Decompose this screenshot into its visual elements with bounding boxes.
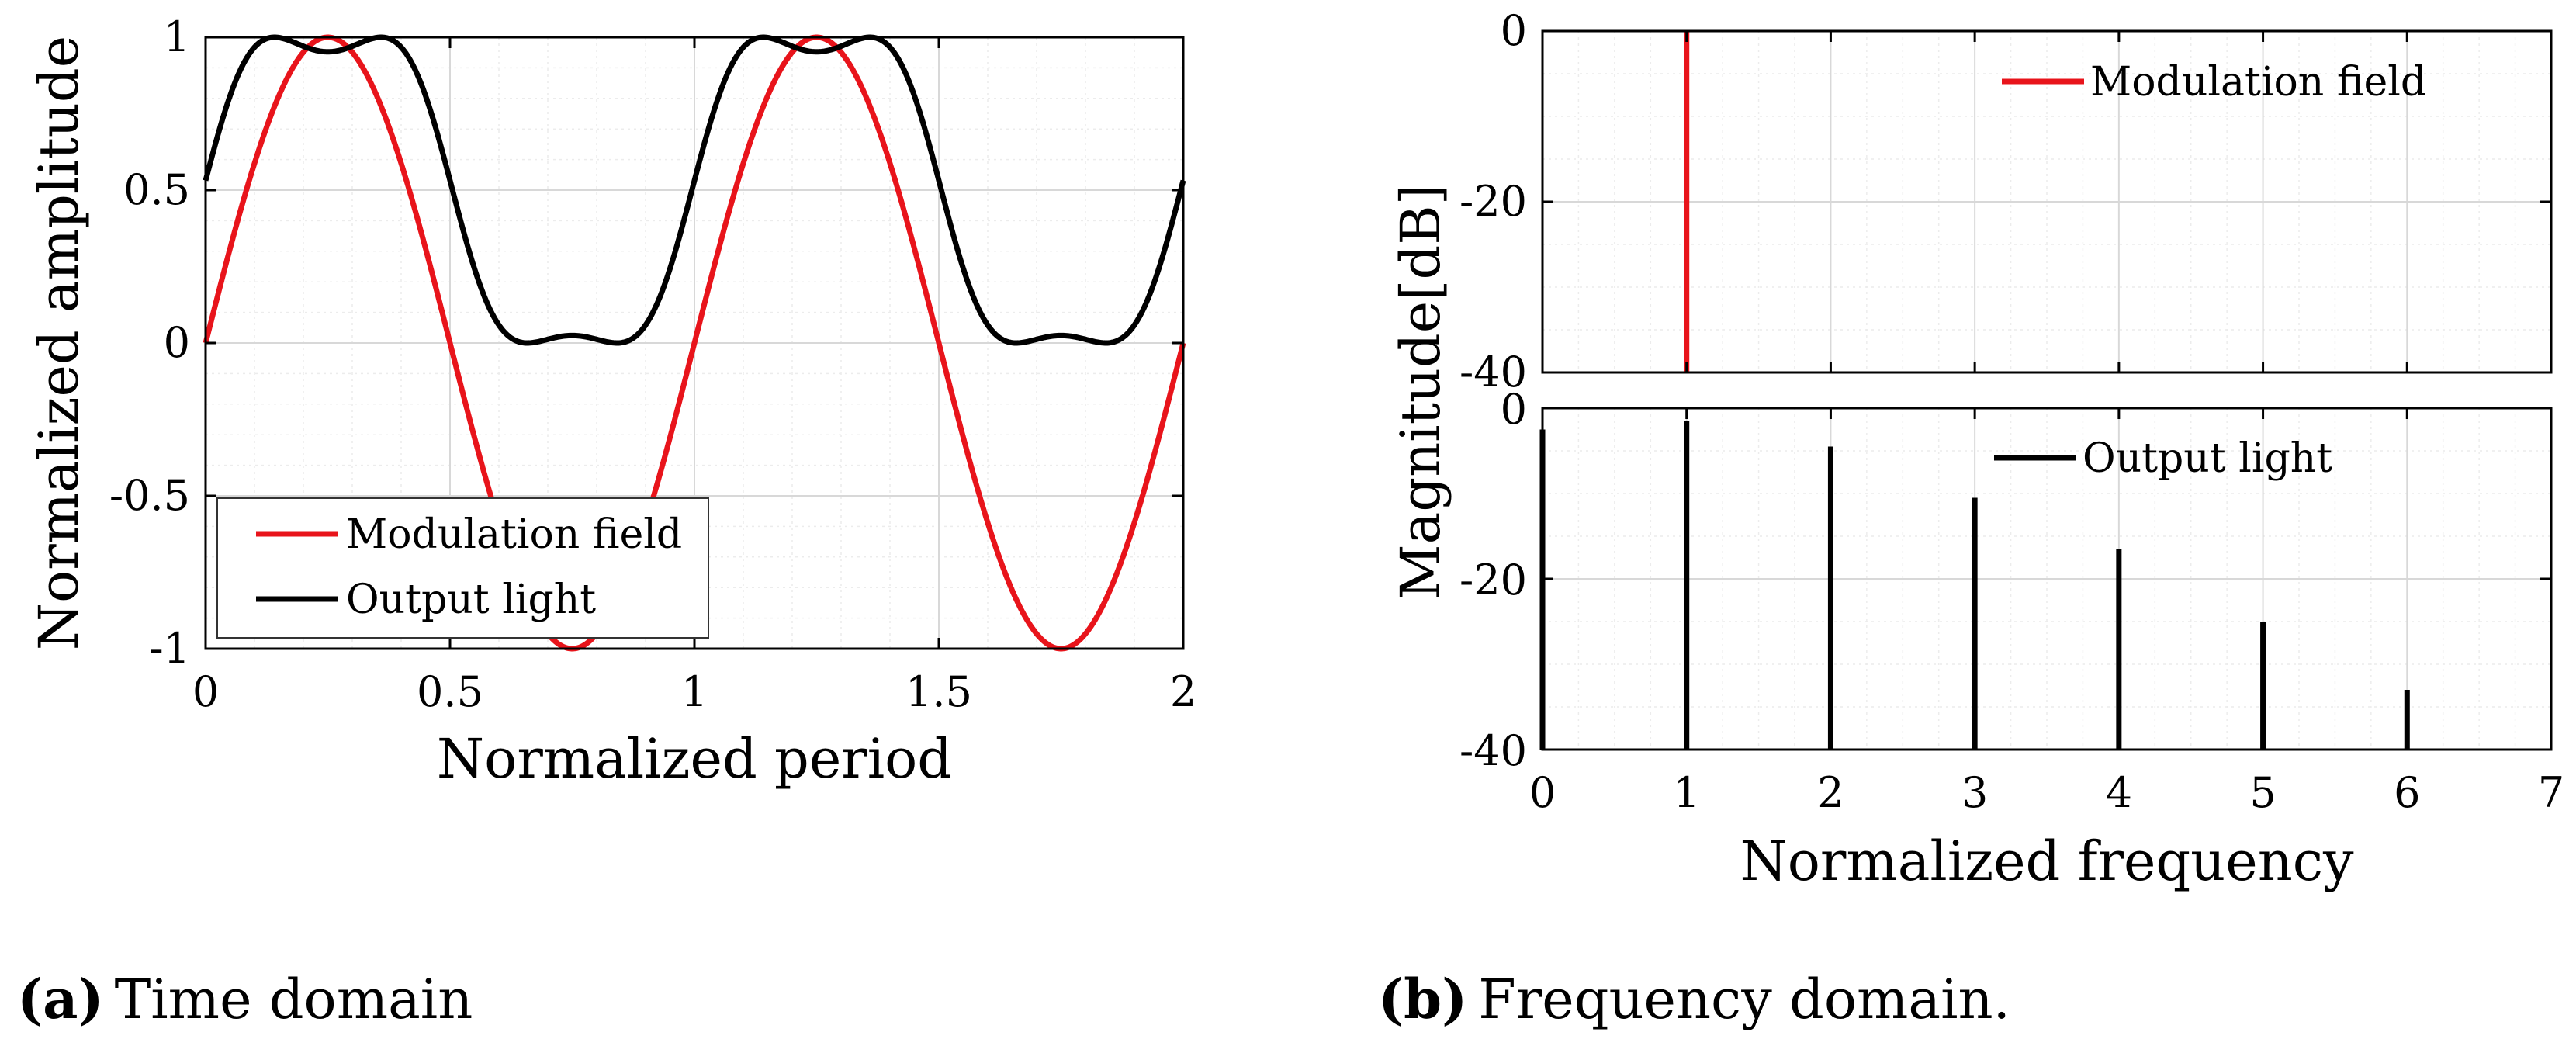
- caption-b-label: (b): [1378, 967, 1467, 1031]
- time-series-group: [203, 34, 1186, 652]
- freq-top-legend-label: Modulation field: [2090, 59, 2426, 106]
- freq-ylabel: Magnitude[dB]: [1389, 184, 1452, 600]
- time-ytick-2: 0: [164, 318, 190, 367]
- caption-a-text: Time domain: [115, 968, 473, 1031]
- time-xtick-0: 0: [192, 667, 219, 716]
- freq-bottom-ytick-1: -20: [1459, 556, 1527, 604]
- time-tick-marks: [204, 36, 1185, 650]
- freq-xtick-5: 5: [2249, 768, 2276, 817]
- time-chart: 0 0.5 1 1.5 2 1 0.5 0 -0.5 -1 Normalized…: [17, 12, 1196, 1031]
- time-xlabel: Normalized period: [437, 727, 952, 791]
- freq-top-ytick-2: -40: [1459, 348, 1527, 397]
- time-xtick-2: 1: [681, 667, 708, 716]
- freq-xtick-2: 2: [1817, 768, 1844, 817]
- caption-b: (b) Frequency domain.: [1378, 967, 2010, 1031]
- freq-bottom-ytick-2: -40: [1459, 726, 1527, 775]
- caption-a-label: (a): [17, 967, 104, 1031]
- time-legend-label-modulation: Modulation field: [346, 511, 682, 558]
- freq-bottom-legend: Output light: [1994, 435, 2332, 482]
- freq-bottom-legend-label: Output light: [2083, 435, 2332, 482]
- freq-xtick-0: 0: [1529, 768, 1556, 817]
- freq-top-chart: 0 -20 -40 Modulation field: [1459, 6, 2553, 397]
- freq-xtick-4: 4: [2106, 768, 2132, 817]
- time-ytick-0: 1: [164, 12, 190, 61]
- freq-xtick-3: 3: [1961, 768, 1988, 817]
- time-xtick-3: 1.5: [905, 667, 972, 716]
- caption-b-text: Frequency domain.: [1478, 968, 2010, 1031]
- time-ytick-1: 0.5: [123, 165, 190, 214]
- time-legend-label-output: Output light: [346, 577, 596, 623]
- freq-top-tick-marks: [1541, 29, 2553, 374]
- time-xtick-4: 2: [1170, 667, 1196, 716]
- freq-top-ytick-0: 0: [1501, 6, 1527, 55]
- time-ylabel: Normalized amplitude: [27, 36, 91, 650]
- freq-xtick-6: 6: [2394, 768, 2420, 817]
- caption-a: (a) Time domain: [17, 967, 473, 1031]
- time-legend-box: [216, 497, 709, 639]
- time-xtick-1: 0.5: [417, 667, 483, 716]
- modulation-field-line: [203, 34, 1186, 652]
- freq-xlabel: Normalized frequency: [1740, 830, 2354, 893]
- output-light-line: [203, 34, 1186, 346]
- time-ytick-4: -1: [149, 624, 190, 673]
- freq-top-legend: Modulation field: [2002, 59, 2426, 106]
- freq-xtick-1: 1: [1674, 768, 1700, 817]
- freq-top-ytick-1: -20: [1459, 177, 1527, 226]
- freq-bottom-ytick-0: 0: [1501, 385, 1527, 434]
- freq-xtick-7: 7: [2538, 768, 2564, 817]
- freq-bottom-chart: 0 -20 -40 0 1 2 3 4 5 6 7 Normalized fre…: [1378, 385, 2564, 1031]
- freq-bottom-tick-marks: [1541, 407, 2553, 751]
- time-ytick-3: -0.5: [109, 471, 190, 520]
- time-legend: Modulation field Output light: [216, 497, 709, 639]
